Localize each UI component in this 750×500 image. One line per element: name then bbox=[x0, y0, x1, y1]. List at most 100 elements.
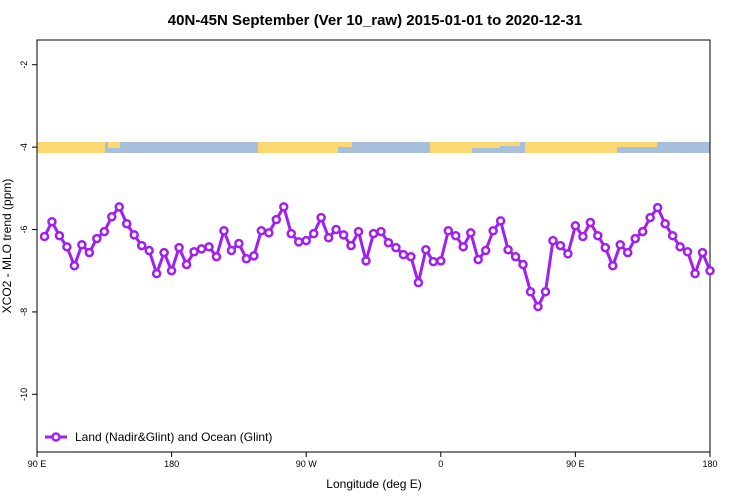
x-tick-label: 90 E bbox=[566, 459, 585, 469]
data-point bbox=[234, 238, 244, 249]
data-point bbox=[667, 230, 678, 241]
data-point bbox=[241, 254, 252, 264]
data-point bbox=[428, 256, 439, 267]
data-point bbox=[697, 247, 708, 258]
x-tick-label: 180 bbox=[702, 459, 717, 469]
data-point bbox=[346, 240, 356, 251]
data-point bbox=[204, 242, 214, 252]
data-point bbox=[465, 228, 476, 238]
data-point bbox=[473, 254, 483, 265]
data-point bbox=[308, 228, 319, 239]
data-point bbox=[458, 242, 468, 252]
data-point bbox=[488, 226, 498, 236]
data-point bbox=[376, 226, 386, 237]
data-point bbox=[622, 247, 633, 258]
data-point bbox=[413, 277, 424, 288]
data-point bbox=[495, 216, 506, 226]
data-point bbox=[69, 261, 80, 271]
data-point bbox=[249, 251, 259, 261]
data-point bbox=[129, 230, 139, 240]
x-tick-label: 90 W bbox=[296, 459, 318, 469]
land-band bbox=[338, 142, 352, 147]
data-point bbox=[682, 247, 693, 257]
data-point bbox=[39, 231, 50, 242]
data-point bbox=[510, 251, 521, 262]
data-point bbox=[383, 237, 394, 248]
data-point bbox=[637, 226, 648, 237]
land-band bbox=[258, 142, 338, 153]
data-point bbox=[219, 226, 229, 236]
data-point bbox=[211, 251, 222, 262]
y-tick-label: -8 bbox=[19, 308, 29, 316]
data-point bbox=[92, 233, 102, 244]
data-point bbox=[301, 235, 311, 246]
data-point bbox=[705, 265, 715, 276]
series-line bbox=[43, 203, 712, 310]
data-point bbox=[293, 237, 304, 247]
data-point bbox=[645, 212, 655, 223]
data-point bbox=[189, 247, 199, 257]
data-point bbox=[353, 226, 364, 237]
data-point bbox=[436, 256, 446, 266]
y-tick-label: -10 bbox=[19, 388, 29, 401]
data-point bbox=[421, 244, 431, 255]
data-point bbox=[159, 247, 169, 258]
data-point bbox=[121, 219, 132, 229]
chart-title: 40N-45N September (Ver 10_raw) 2015-01-0… bbox=[168, 12, 582, 29]
data-point bbox=[660, 219, 670, 229]
data-point bbox=[286, 228, 296, 239]
data-point bbox=[593, 230, 603, 241]
x-tick-label: 0 bbox=[438, 459, 443, 469]
data-point bbox=[690, 268, 700, 279]
data-point bbox=[264, 228, 274, 238]
data-point bbox=[518, 259, 528, 270]
x-tick-label: 180 bbox=[164, 459, 179, 469]
data-point bbox=[151, 268, 162, 279]
data-point bbox=[548, 235, 558, 246]
data-point bbox=[533, 301, 543, 312]
data-point bbox=[503, 244, 513, 255]
data-point bbox=[331, 224, 341, 235]
legend-label: Land (Nadir&Glint) and Ocean (Glint) bbox=[75, 430, 272, 444]
data-point bbox=[555, 240, 566, 251]
data-point bbox=[563, 249, 573, 259]
data-point bbox=[608, 261, 618, 271]
data-point bbox=[174, 242, 184, 253]
data-point bbox=[62, 242, 72, 252]
data-point bbox=[136, 240, 147, 251]
y-tick-label: -4 bbox=[19, 143, 29, 151]
data-point bbox=[368, 228, 379, 239]
data-point bbox=[630, 233, 640, 244]
land-band bbox=[37, 142, 105, 153]
data-point bbox=[107, 211, 117, 222]
land-band bbox=[472, 142, 500, 148]
data-point bbox=[54, 230, 65, 241]
data-point bbox=[585, 217, 596, 228]
data-point bbox=[652, 202, 663, 213]
data-point bbox=[578, 231, 588, 242]
data-point bbox=[196, 244, 207, 254]
data-point bbox=[47, 216, 57, 227]
land-band bbox=[525, 142, 617, 153]
data-point bbox=[570, 221, 581, 231]
data-point bbox=[480, 245, 491, 256]
data-point bbox=[114, 202, 125, 212]
data-point bbox=[600, 242, 611, 253]
legend-marker bbox=[51, 432, 61, 442]
y-axis-title: XCO2 - MLO trend (ppm) bbox=[0, 179, 14, 314]
data-point bbox=[451, 230, 461, 241]
land-band bbox=[430, 142, 472, 153]
data-point bbox=[271, 214, 282, 225]
data-point bbox=[338, 230, 349, 240]
data-point bbox=[675, 242, 685, 252]
data-point bbox=[256, 226, 267, 236]
data-point bbox=[144, 245, 154, 256]
data-point bbox=[540, 286, 551, 297]
data-point bbox=[166, 265, 177, 276]
data-point bbox=[181, 259, 192, 270]
data-point bbox=[361, 256, 371, 266]
data-point bbox=[77, 240, 87, 250]
x-axis-title: Longitude (deg E) bbox=[326, 477, 421, 491]
data-point bbox=[398, 249, 409, 260]
